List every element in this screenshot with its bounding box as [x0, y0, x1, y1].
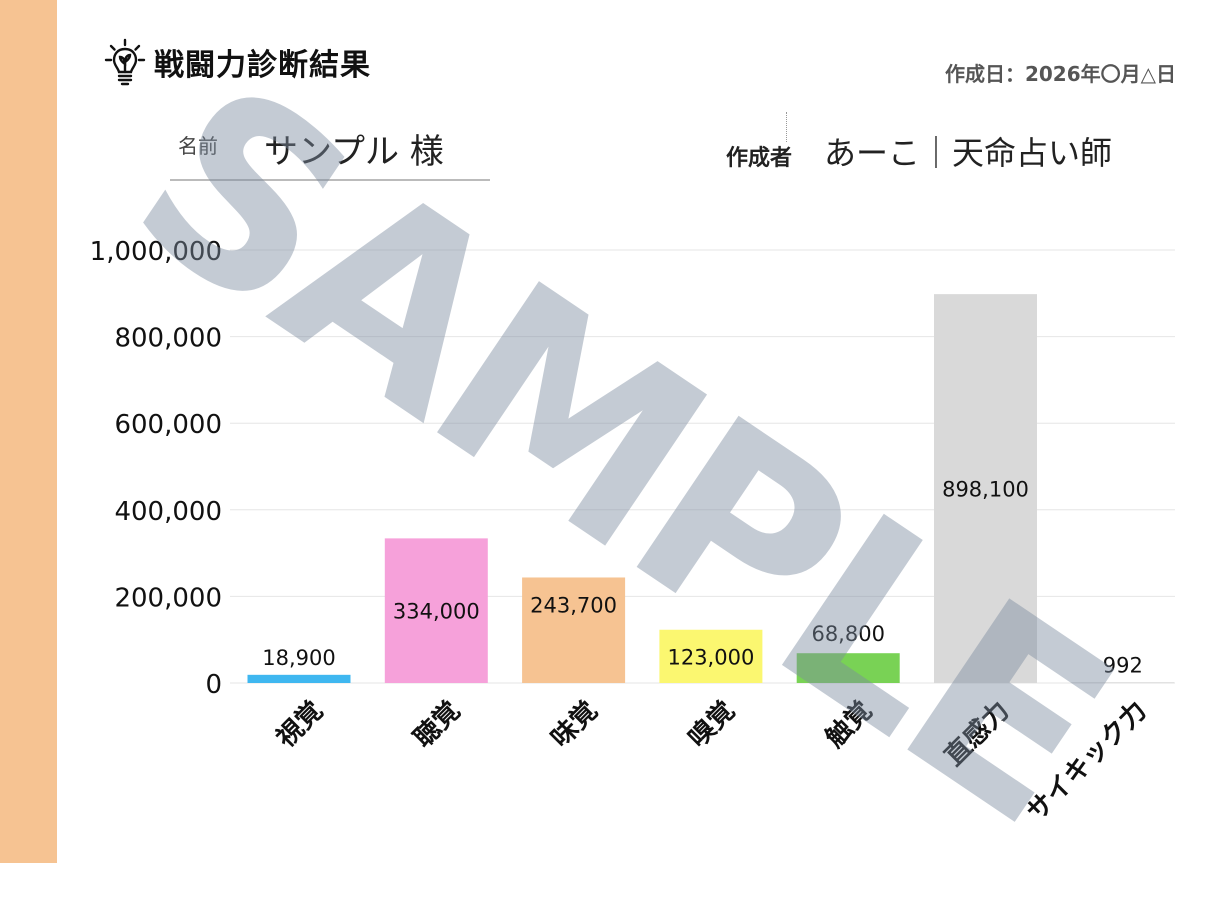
bar: [659, 629, 763, 683]
left-accent-strip: [0, 0, 57, 863]
bar-chart: 0 200,000 400,000 600,000 800,000 1,000,000 1…: [90, 237, 1175, 828]
bar: [247, 674, 351, 683]
category-label: 直感力: [939, 696, 1015, 772]
author-label: 作成者: [726, 146, 793, 171]
name-label: 名前: [178, 134, 218, 158]
bar-value-label: 898,100: [942, 478, 1029, 502]
category-label: サイキック力: [1021, 696, 1153, 828]
name-value: サンプル 様: [264, 132, 444, 172]
category-label: 味覚: [546, 696, 604, 754]
y-tick-label: 600,000: [114, 410, 222, 440]
bar-value-label: 243,700: [530, 593, 617, 617]
category-label: 視覚: [271, 696, 329, 754]
value-labels: 18,900 334,000 243,700 123,000 68,800 898,100…: [262, 478, 1143, 678]
name-underline: [170, 179, 490, 181]
bar: [934, 294, 1037, 683]
bar: [1071, 682, 1175, 684]
bar-value-label: 68,800: [811, 622, 884, 646]
bar: [796, 653, 900, 683]
y-axis-ticks: 0 200,000 400,000 600,000 800,000 1,000,000: [90, 237, 222, 700]
bar-value-label: 18,900: [262, 646, 335, 670]
bar-value-label: 992: [1103, 654, 1143, 678]
lightbulb-icon: [104, 38, 146, 86]
category-label: 聴覚: [408, 696, 466, 754]
category-labels: 視覚 聴覚 味覚 嗅覚 触覚 直感力 サイキック力: [271, 696, 1153, 828]
page-title: 戦闘力診断結果: [154, 48, 371, 83]
y-tick-label: 0: [205, 670, 222, 700]
y-tick-label: 400,000: [114, 497, 222, 527]
dotted-divider: [786, 112, 787, 142]
y-tick-label: 200,000: [114, 583, 222, 613]
title-block: 戦闘力診断結果: [104, 38, 371, 86]
author-value: あーこ｜天命占い師: [824, 134, 1113, 172]
bar: [384, 538, 488, 683]
bar: [522, 577, 626, 683]
creation-date: 作成日：2026年〇月△日: [944, 62, 1176, 86]
y-tick-label: 800,000: [114, 324, 222, 354]
bars: [247, 294, 1175, 684]
category-label: 嗅覚: [683, 696, 741, 754]
category-label: 触覚: [820, 696, 878, 754]
bar-value-label: 123,000: [667, 646, 754, 670]
y-tick-label: 1,000,000: [90, 237, 222, 267]
bar-value-label: 334,000: [393, 600, 480, 624]
